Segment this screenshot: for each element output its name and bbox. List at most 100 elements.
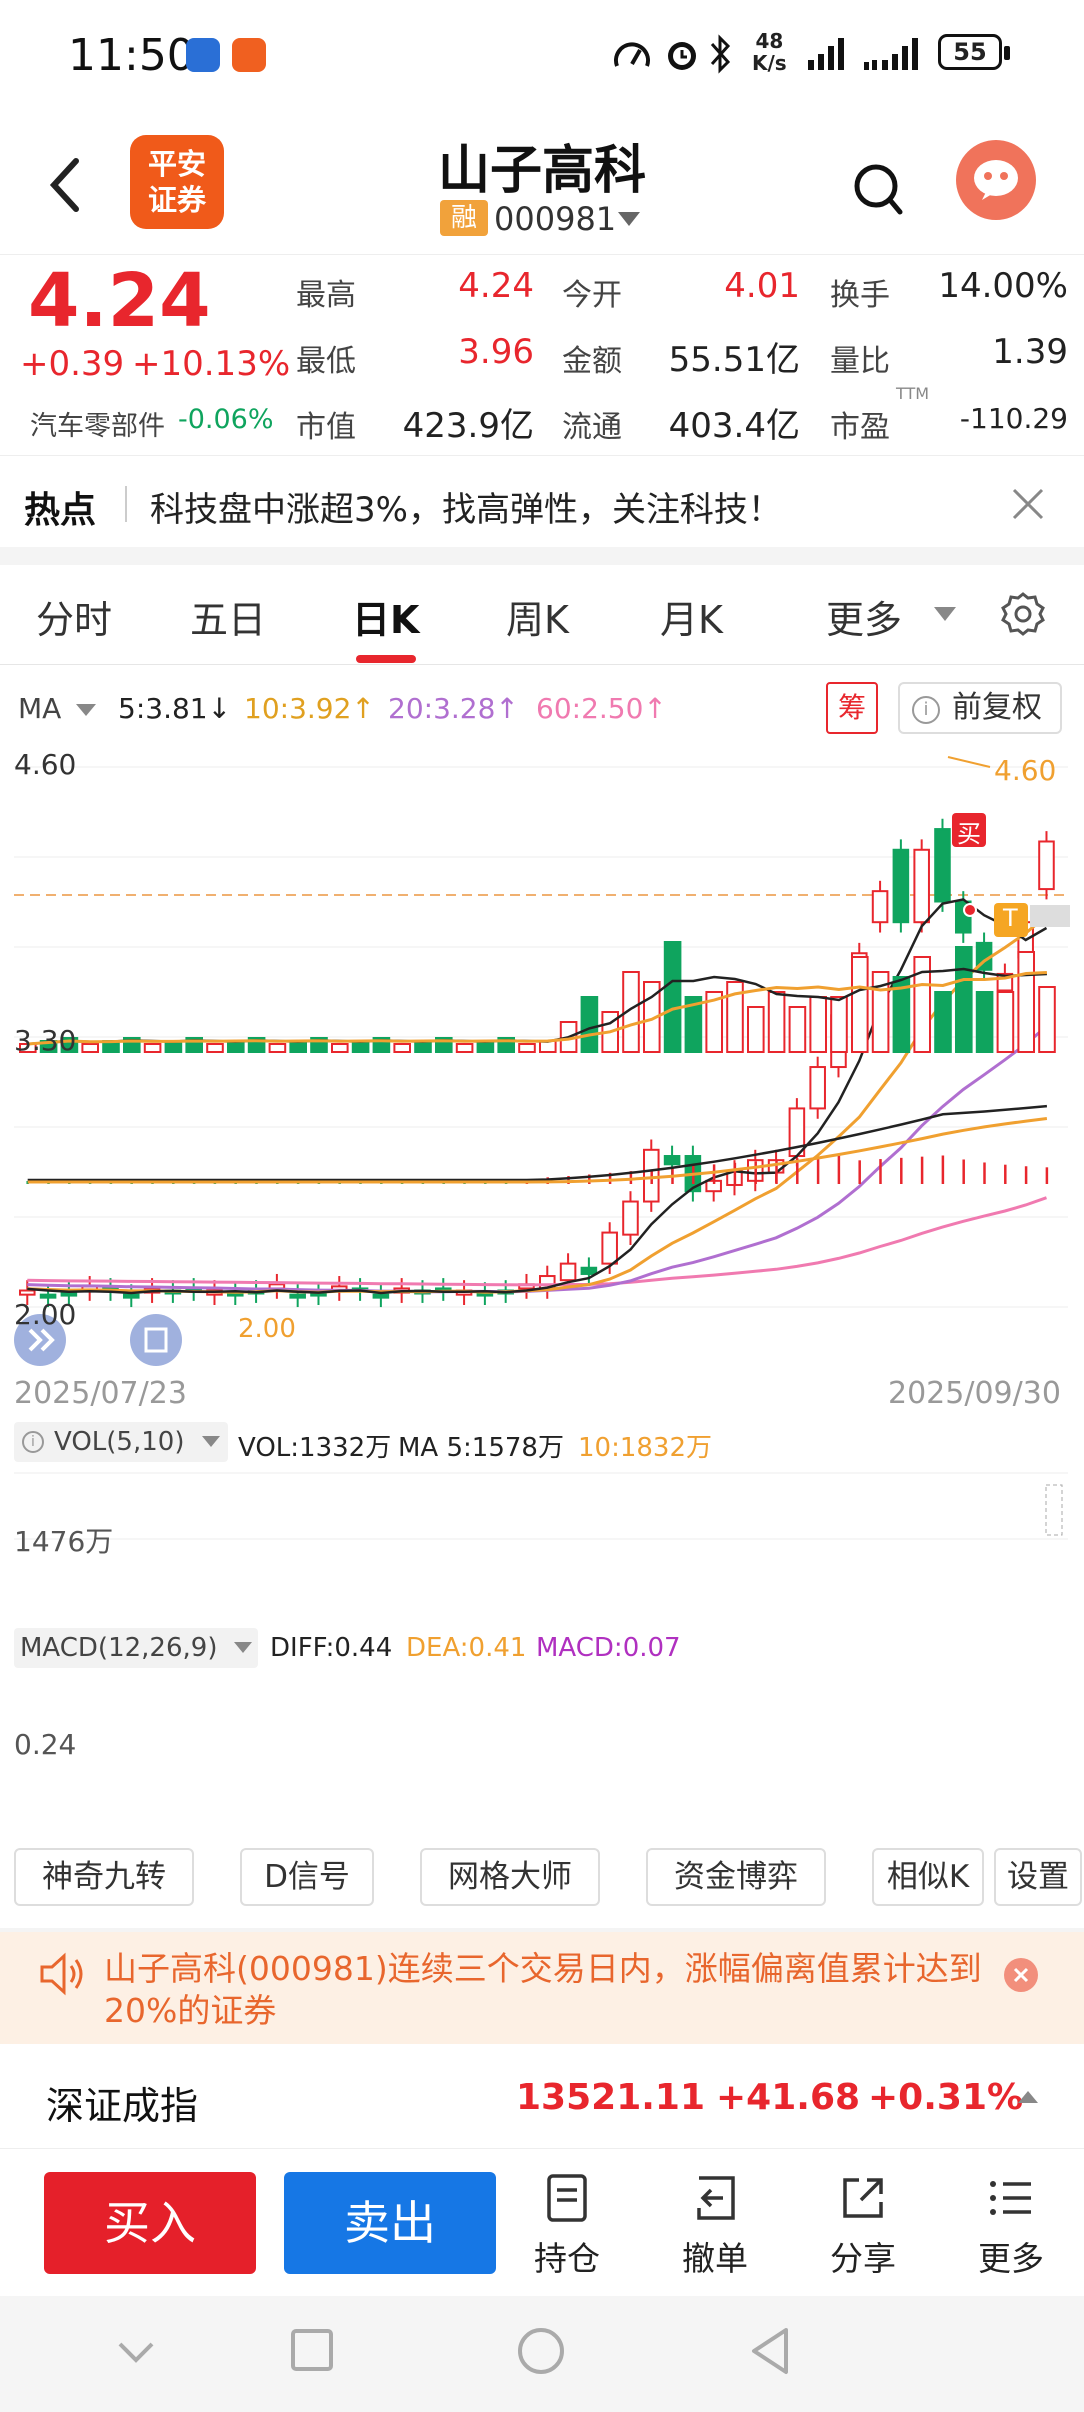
divider: [0, 1928, 1084, 1932]
volume-bar: [747, 1006, 765, 1053]
recents-icon[interactable]: [290, 2328, 334, 2372]
start-date: 2025/07/23: [14, 1376, 187, 1411]
indicator-button[interactable]: 资金博弈: [646, 1848, 826, 1906]
indicator-button[interactable]: 网格大师: [420, 1848, 600, 1906]
field-value: 423.9亿: [402, 406, 534, 446]
field-label: 最高: [296, 278, 356, 313]
ma-selector[interactable]: MA: [18, 692, 62, 725]
volume-bar: [996, 991, 1015, 1053]
quote-panel: 4.24 +0.39 +10.13% 汽车零部件 -0.06% 最高 4.24 …: [0, 256, 1084, 454]
chevron-down-icon[interactable]: [116, 2334, 156, 2370]
back-arrow-icon[interactable]: [46, 155, 86, 215]
volume-bar: [705, 991, 724, 1053]
tab-five-day[interactable]: 五日: [190, 598, 267, 642]
buy-button[interactable]: 买入: [44, 2172, 256, 2274]
back-icon[interactable]: [748, 2326, 792, 2376]
volume-selector[interactable]: [14, 1422, 228, 1462]
price-change: +0.39: [20, 344, 125, 384]
tab-monthly-k[interactable]: 月K: [660, 598, 723, 642]
sector-change: -0.06%: [178, 404, 274, 435]
ma60-line: [27, 1196, 1047, 1287]
status-time: 11:50: [68, 30, 195, 81]
field-value: 4.01: [724, 266, 800, 306]
high-marker-label: 4.60: [994, 754, 1057, 787]
indicator-button[interactable]: D信号: [240, 1848, 374, 1906]
broker-logo[interactable]: 平安 证券: [130, 135, 224, 229]
indicator-button[interactable]: 神奇九转: [14, 1848, 194, 1906]
field-label: 市盈: [830, 410, 890, 445]
ttm-superscript: TTM: [896, 384, 930, 403]
cancel-order-button[interactable]: 撤单: [660, 2172, 770, 2280]
indicator-button[interactable]: 相似K: [872, 1848, 984, 1906]
battery-tip: [1004, 46, 1010, 60]
current-price: 4.24: [28, 258, 211, 344]
candle: [19, 1289, 36, 1296]
index-name: 深证成指: [46, 2084, 199, 2128]
sector-name[interactable]: 汽车零部件: [30, 411, 165, 442]
chevron-down-icon[interactable]: [234, 1642, 252, 1653]
ma20-legend: 20:3.28↑: [388, 692, 519, 725]
indicator-settings-button[interactable]: 设置: [994, 1848, 1082, 1906]
kline-chart[interactable]: [0, 665, 1084, 1805]
volume-bar: [663, 941, 682, 1053]
assistant-avatar[interactable]: [956, 140, 1036, 220]
search-icon[interactable]: [852, 160, 906, 220]
chevron-down-icon[interactable]: [76, 704, 96, 716]
chevron-down-icon[interactable]: [202, 1436, 220, 1447]
share-button[interactable]: 分享: [808, 2172, 918, 2280]
tab-weekly-k[interactable]: 周K: [506, 598, 569, 642]
field-value: 403.4亿: [668, 406, 800, 446]
candle: [913, 848, 930, 924]
volume-bar: [331, 1043, 349, 1053]
sell-button[interactable]: 卖出: [284, 2172, 496, 2274]
share-label: 分享: [830, 2239, 896, 2278]
draw-tool-icon: [130, 1314, 182, 1366]
volume-axis-label: 1476万: [14, 1525, 114, 1558]
volume-bar: [830, 996, 848, 1053]
hot-topic-bar[interactable]: 热点 科技盘中涨超3%，找高弹性，关注科技！: [0, 455, 1084, 547]
volume-value: VOL:1332万: [238, 1433, 392, 1463]
home-icon[interactable]: [516, 2326, 566, 2376]
volume-grid: [14, 1472, 1068, 1540]
hot-text[interactable]: 科技盘中涨超3%，找高弹性，关注科技！: [150, 490, 782, 530]
active-tab-indicator: [356, 655, 416, 663]
y-axis-top: 4.60: [14, 748, 77, 781]
high-marker-line: [947, 756, 991, 768]
speaker-icon: [40, 1952, 83, 1996]
close-icon[interactable]: [1010, 486, 1046, 522]
position-button[interactable]: 持仓: [512, 2172, 622, 2280]
candle: [559, 1262, 577, 1282]
fq-label: 前复权: [952, 690, 1042, 725]
index-ticker[interactable]: 深证成指 13521.11 +41.68 +0.31%: [0, 2045, 1084, 2149]
more-button[interactable]: 更多: [956, 2172, 1066, 2280]
close-icon[interactable]: [1004, 1958, 1038, 1992]
battery-icon: 55: [938, 34, 1002, 70]
field-label: 今开: [562, 278, 622, 313]
tab-daily-k[interactable]: 日K: [352, 598, 420, 642]
volume-bar: [892, 976, 911, 1053]
notice-banner[interactable]: 山子高科(000981)连续三个交易日内，涨幅偏离值累计达到20%的证券: [0, 1932, 1084, 2044]
tab-minute[interactable]: 分时: [36, 598, 113, 642]
stock-header: 平安 证券 山子高科 融 000981: [0, 110, 1084, 255]
volume-cursor: [1045, 1484, 1063, 1536]
stock-code[interactable]: 000981: [494, 200, 617, 238]
chevron-down-icon[interactable]: [618, 212, 640, 226]
gear-icon[interactable]: [1000, 591, 1046, 637]
volume-bar: [518, 1043, 536, 1053]
chip-distribution-button[interactable]: 筹: [826, 682, 878, 734]
chevron-up-icon[interactable]: [1018, 2091, 1038, 2103]
period-tabs: 分时 五日 日K 周K 月K 更多: [0, 565, 1084, 665]
macd-selector[interactable]: [14, 1628, 258, 1668]
volume-bar: [955, 946, 973, 1053]
volume-ma10-line: [27, 971, 1047, 1046]
ma5-legend: 5:3.81↓: [118, 692, 232, 725]
adjust-price-button[interactable]: i 前复权: [898, 682, 1062, 734]
chevron-down-icon[interactable]: [934, 607, 956, 621]
field-label: 最低: [296, 344, 356, 379]
tab-more[interactable]: 更多: [826, 598, 903, 642]
hot-label: 热点: [24, 490, 97, 531]
volume-bars: [19, 941, 1056, 1053]
ma10-line: [27, 914, 1048, 1294]
ma10-legend: 10:3.92↑: [244, 692, 375, 725]
point-marker: [963, 903, 977, 917]
